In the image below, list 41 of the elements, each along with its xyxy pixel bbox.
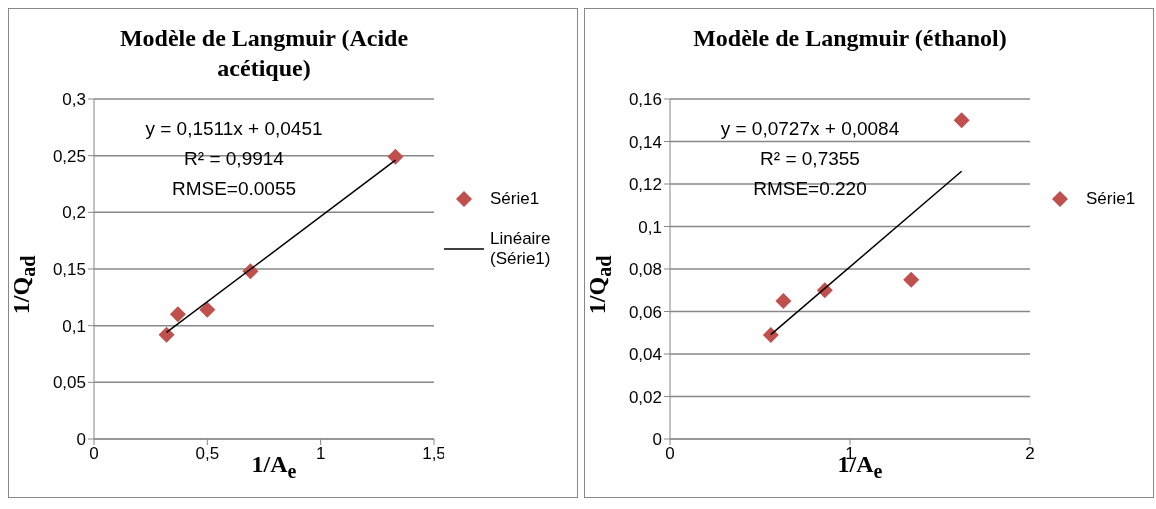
y-tick-label: 0,05 (52, 373, 86, 393)
y-tick-label: 0,16 (628, 90, 662, 110)
y-tick-label: 0,02 (628, 387, 662, 407)
x-tick-label: 0 (89, 444, 99, 464)
y-tick-label: 0,06 (628, 302, 662, 322)
point (387, 148, 404, 165)
x-axis-title: 1/A$_{e}$ (251, 451, 297, 482)
x-tick-label: 0,5 (195, 444, 220, 464)
legend-label: Série1 (490, 189, 540, 209)
point (199, 301, 216, 318)
y-tick-label: 0,04 (628, 345, 662, 365)
point (762, 326, 779, 343)
y-tick-label: 0 (76, 430, 86, 450)
point (953, 112, 970, 129)
y-tick-label: 0,3 (62, 90, 86, 110)
annotation: R² = 0,7355 (759, 147, 861, 171)
y-tick-label: 0,2 (62, 203, 86, 223)
annotation: RMSE=0.0055 (170, 177, 298, 201)
y-tick-label: 0,1 (62, 316, 86, 336)
point (169, 306, 186, 323)
x-tick-label: 1 (315, 444, 326, 464)
point (775, 292, 792, 309)
chart-title: Modèle de Langmuir (éthanol) (692, 24, 1008, 53)
y-tick-label: 0,15 (52, 260, 86, 280)
y-tick-label: 0,25 (52, 146, 86, 166)
x-tick-label: 2 (1025, 444, 1035, 464)
legend-label: Linéaire (Série1) (490, 229, 552, 269)
y-tick-label: 0,14 (628, 132, 662, 152)
point (903, 271, 920, 288)
y-tick-label: 0,1 (638, 217, 662, 237)
point (158, 326, 175, 343)
y-tick-label: 0 (652, 430, 662, 450)
annotation: y = 0,0727x + 0,0084 (719, 117, 901, 141)
y-tick-label: 0,12 (628, 175, 662, 195)
chart-title: Modèle de Langmuir (Acide acétique) (119, 24, 409, 83)
annotation: R² = 0,9914 (183, 147, 285, 171)
y-tick-label: 0,08 (628, 260, 662, 280)
annotation: RMSE=0.220 (752, 177, 868, 201)
annotation: y = 0,1511x + 0,0451 (144, 117, 324, 141)
x-tick-label: 0 (665, 444, 675, 464)
legend-label: Série1 (1086, 189, 1136, 209)
